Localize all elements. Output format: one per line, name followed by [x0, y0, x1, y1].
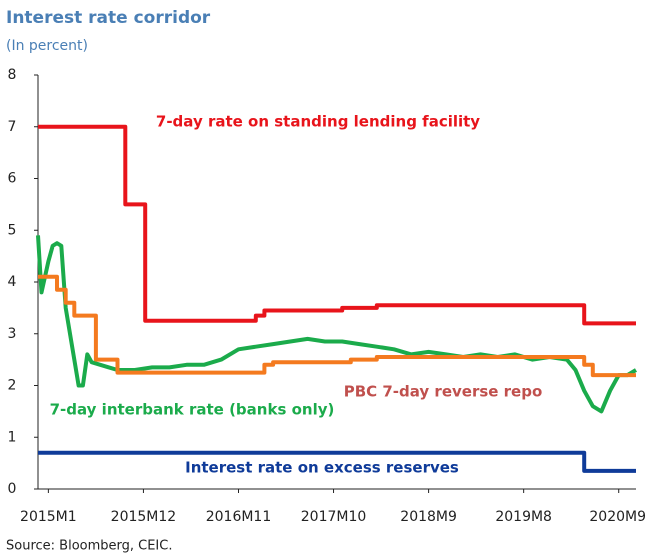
- series-label: 7-day interbank rate (banks only): [50, 401, 335, 419]
- y-tick-label: 5: [8, 222, 17, 238]
- chart-subtitle: (In percent): [6, 38, 88, 54]
- chart-title: Interest rate corridor: [6, 8, 211, 28]
- y-tick-label: 4: [8, 274, 17, 290]
- series-line: [36, 235, 638, 414]
- y-tick-label: 8: [8, 67, 17, 83]
- series-line: [38, 124, 636, 326]
- x-tick-label: 2015M1: [20, 509, 77, 525]
- y-tick-label: 0: [8, 481, 17, 497]
- x-tick-label: 2020M9: [589, 509, 646, 525]
- y-tick-label: 3: [8, 326, 17, 342]
- x-tick-label: 2017M10: [301, 509, 367, 525]
- series-line: [38, 274, 636, 378]
- x-tick-label: 2016M11: [206, 509, 272, 525]
- x-tick-label: 2019M8: [495, 509, 552, 525]
- x-tick-label: 2015M12: [111, 509, 177, 525]
- series-label: 7-day rate on standing lending facility: [156, 113, 480, 131]
- y-tick-label: 1: [8, 429, 17, 445]
- y-tick-label: 6: [8, 171, 17, 187]
- series-line: [38, 450, 636, 473]
- series-label: PBC 7-day reverse repo: [344, 383, 543, 401]
- y-tick-label: 7: [8, 119, 17, 135]
- x-tick-label: 2018M9: [400, 509, 457, 525]
- source-note: Source: Bloomberg, CEIC.: [6, 539, 172, 554]
- y-tick-label: 2: [8, 378, 17, 394]
- series-label: Interest rate on excess reserves: [185, 459, 459, 477]
